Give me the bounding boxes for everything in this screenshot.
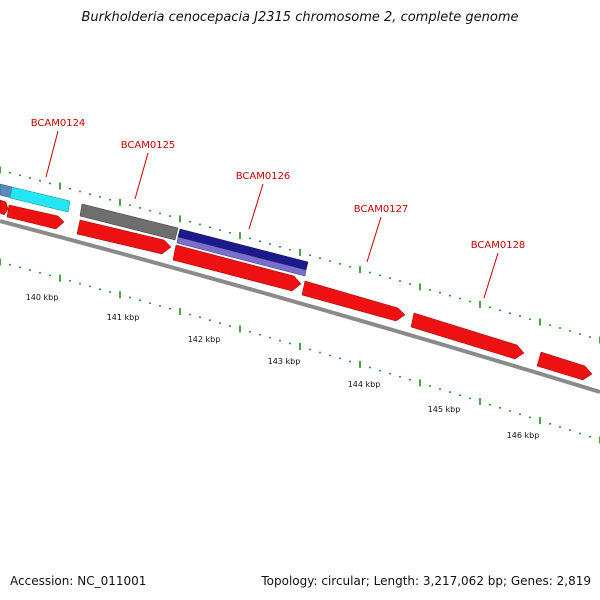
gene-leader bbox=[248, 183, 264, 230]
gene-label: BCAM0127 bbox=[354, 204, 409, 215]
map-title: Burkholderia cenocepacia J2315 chromosom… bbox=[81, 10, 519, 25]
cds-arrow bbox=[76, 219, 172, 255]
inner-tick-ring bbox=[0, 258, 600, 444]
gray-feature bbox=[79, 203, 179, 241]
cds-arrow bbox=[410, 312, 525, 360]
scale-label: 140 kbp bbox=[26, 293, 59, 302]
scale-label: 146 kbp bbox=[507, 431, 540, 440]
genome-summary-text: Topology: circular; Length: 3,217,062 bp… bbox=[261, 574, 591, 588]
cds-arrow bbox=[0, 199, 9, 216]
scale-label-group: 140 kbp 141 kbp 142 kbp 143 kbp 144 kbp … bbox=[26, 293, 540, 440]
lavender-feature bbox=[176, 236, 307, 277]
gene-label-group: BCAM0124 BCAM0125 BCAM0126 BCAM0127 BCAM… bbox=[31, 118, 526, 299]
gene-label: BCAM0126 bbox=[236, 171, 291, 182]
cds-arrow bbox=[536, 351, 593, 381]
scale-label: 144 kbp bbox=[348, 380, 381, 389]
cyan-feature bbox=[9, 186, 71, 213]
gene-leader bbox=[483, 252, 499, 299]
gene-leader bbox=[366, 216, 382, 263]
scale-label: 141 kbp bbox=[107, 313, 140, 322]
gene-label: BCAM0124 bbox=[31, 118, 86, 129]
outer-tick-ring bbox=[0, 166, 600, 344]
scale-label: 143 kbp bbox=[268, 357, 301, 366]
gene-label: BCAM0128 bbox=[471, 240, 526, 251]
scale-label: 142 kbp bbox=[188, 335, 221, 344]
cds-arrow bbox=[172, 244, 302, 292]
scale-label: 145 kbp bbox=[428, 405, 461, 414]
accession-text: Accession: NC_011001 bbox=[10, 574, 147, 588]
cds-arrow bbox=[6, 204, 65, 230]
gene-leader bbox=[134, 152, 149, 200]
cds-arrow bbox=[301, 280, 406, 322]
backbone-line bbox=[0, 219, 600, 394]
gene-label: BCAM0125 bbox=[121, 140, 176, 151]
gene-leader bbox=[45, 130, 59, 178]
